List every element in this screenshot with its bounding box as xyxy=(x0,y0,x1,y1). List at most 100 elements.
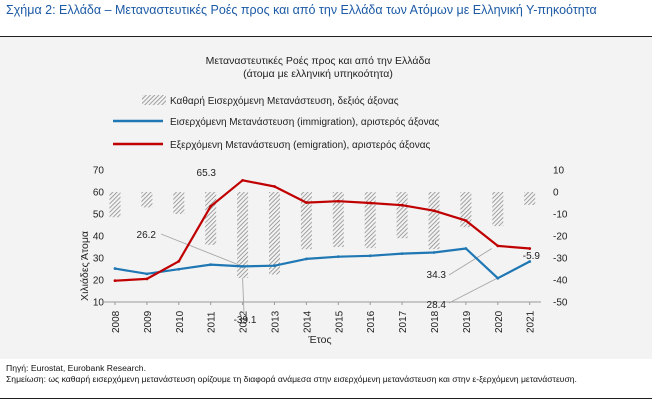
source-note: Πηγή: Eurostat, Eurobank Research. xyxy=(6,363,146,373)
legend-immigration-label: Εισερχόμενη Μετανάστευση (immigration), … xyxy=(170,116,439,128)
x-tick-label-2011: 2011 xyxy=(207,311,218,333)
x-tick-label-2010: 2010 xyxy=(175,310,186,333)
chart-panel: Μεταναστευτικές Ροές προς και από την Ελ… xyxy=(0,36,652,359)
net-bars xyxy=(109,192,536,279)
x-axis-label: Έτος xyxy=(307,334,331,346)
right-tick-label: 0 xyxy=(553,188,559,199)
immigration-point-2013 xyxy=(273,264,276,268)
annotation-label: -39.1 xyxy=(234,315,257,326)
immigration-point-2018 xyxy=(432,251,436,254)
x-tick-label-2021: 2021 xyxy=(526,310,537,333)
left-tick-label: 30 xyxy=(93,254,105,265)
legend-net-swatch xyxy=(142,95,166,105)
immigration-line xyxy=(114,247,531,280)
annotation-label: 26.2 xyxy=(137,230,157,241)
right-tick-label: 10 xyxy=(553,166,565,177)
series-lines xyxy=(114,179,531,282)
x-tick-label-2009: 2009 xyxy=(143,310,154,333)
figure-title: Σχήμα 2: Ελλάδα – Μεταναστευτικές Ροές π… xyxy=(6,3,597,17)
emigration-point-2019 xyxy=(464,219,468,223)
y-axis-label: Χιλιάδες Άτομα xyxy=(79,231,91,301)
net-bar-2015 xyxy=(332,192,344,247)
left-tick-label: 60 xyxy=(93,188,105,199)
net-bar-2009 xyxy=(141,192,153,208)
left-tick-label: 50 xyxy=(93,210,105,221)
right-tick-label: -40 xyxy=(553,276,568,287)
x-tick-label-2015: 2015 xyxy=(334,310,345,333)
x-tick-label-2014: 2014 xyxy=(302,310,313,333)
legend-emigration-label: Εξερχόμενη Μετανάστευση (emigration), αρ… xyxy=(170,139,430,151)
emigration-point-2016 xyxy=(368,201,372,205)
annotation-labels: 65.3 26.2 -39.1 34.3 28.4 -5.9 xyxy=(137,168,541,326)
emigration-point-2015 xyxy=(336,199,340,203)
emigration-point-2017 xyxy=(400,203,404,207)
x-tick-label-2016: 2016 xyxy=(366,310,377,333)
annotation-label: 34.3 xyxy=(427,270,447,281)
legend: Καθαρή Εισερχόμενη Μετανάστευση, δεξιός … xyxy=(113,95,439,151)
series-points xyxy=(113,178,532,283)
left-tick-label: 10 xyxy=(93,298,105,309)
chart-title: Μεταναστευτικές Ροές προς και από την Ελ… xyxy=(206,55,431,67)
x-tick-label-2020: 2020 xyxy=(494,310,505,333)
immigration-point-2009 xyxy=(145,272,149,276)
net-bar-2011 xyxy=(205,192,217,245)
emigration-point-2018 xyxy=(432,209,436,213)
right-axis: -50 -40 -30 -20 -10 0 10 xyxy=(553,166,568,309)
x-tick-label-2019: 2019 xyxy=(462,310,473,333)
x-tick-label-2008: 2008 xyxy=(111,310,122,333)
annotation-label: 65.3 xyxy=(197,168,217,179)
immigration-point-2012 xyxy=(241,264,245,268)
definition-note: Σημείωση: ως καθαρή εισερχόμενη μετανάστ… xyxy=(6,373,577,384)
left-axis: 10 20 30 40 50 60 70 xyxy=(93,166,105,309)
emigration-point-2014 xyxy=(305,201,308,204)
footnotes: Πηγή: Eurostat, Eurobank Research. Σημεί… xyxy=(6,363,646,384)
left-tick-label: 20 xyxy=(93,276,105,287)
emigration-point-2009 xyxy=(145,277,149,281)
emigration-point-2008 xyxy=(113,279,117,283)
emigration-point-2021 xyxy=(528,247,532,250)
net-bar-2016 xyxy=(364,192,376,249)
immigration-point-2010 xyxy=(177,267,181,271)
net-bar-2021 xyxy=(524,192,536,205)
bottom-rule xyxy=(0,398,652,399)
x-tick-label-2018: 2018 xyxy=(430,310,441,333)
x-tick-label-2017: 2017 xyxy=(398,310,409,333)
immigration-point-2016 xyxy=(368,254,372,258)
emigration-point-2010 xyxy=(177,259,181,263)
left-tick-label: 70 xyxy=(93,166,105,177)
x-tick-label-2012: 2012 xyxy=(239,310,250,333)
net-bar-2010 xyxy=(173,192,185,214)
emigration-point-2011 xyxy=(209,204,213,208)
immigration-point-2020 xyxy=(496,276,500,280)
net-bar-2020 xyxy=(492,192,504,227)
net-bar-2012 xyxy=(237,192,249,279)
emigration-line xyxy=(114,179,530,282)
right-tick-label: -50 xyxy=(553,298,568,309)
immigration-point-2008 xyxy=(113,267,117,270)
net-bar-2014 xyxy=(300,192,312,250)
emigration-point-2013 xyxy=(273,185,276,188)
left-tick-label: 40 xyxy=(93,232,105,243)
chart: Μεταναστευτικές Ροές προς και από την Ελ… xyxy=(79,55,568,346)
annotation-leader xyxy=(160,233,243,267)
annotation-leader xyxy=(242,278,245,315)
immigration-point-2021 xyxy=(528,260,532,263)
right-tick-label: -30 xyxy=(553,254,568,265)
x-tick-label-2013: 2013 xyxy=(271,310,282,333)
net-bar-2008 xyxy=(109,192,121,218)
immigration-point-2017 xyxy=(400,252,404,256)
right-tick-label: -10 xyxy=(553,210,568,221)
net-bar-2018 xyxy=(428,192,440,250)
right-tick-label: -20 xyxy=(553,232,568,243)
legend-net-label: Καθαρή Εισερχόμενη Μετανάστευση, δεξιός … xyxy=(170,95,399,107)
annotation-leader xyxy=(448,248,493,276)
emigration-point-2012 xyxy=(241,178,245,182)
immigration-point-2011 xyxy=(209,263,213,266)
net-bar-2017 xyxy=(396,192,408,239)
annotation-label: -5.9 xyxy=(523,251,541,262)
annotation-label: 28.4 xyxy=(427,300,447,311)
chart-subtitle: (άτομα με ελληνική υπηκοότητα) xyxy=(243,68,393,80)
immigration-point-2015 xyxy=(336,255,340,259)
immigration-point-2014 xyxy=(305,257,308,261)
immigration-point-2019 xyxy=(464,247,468,250)
